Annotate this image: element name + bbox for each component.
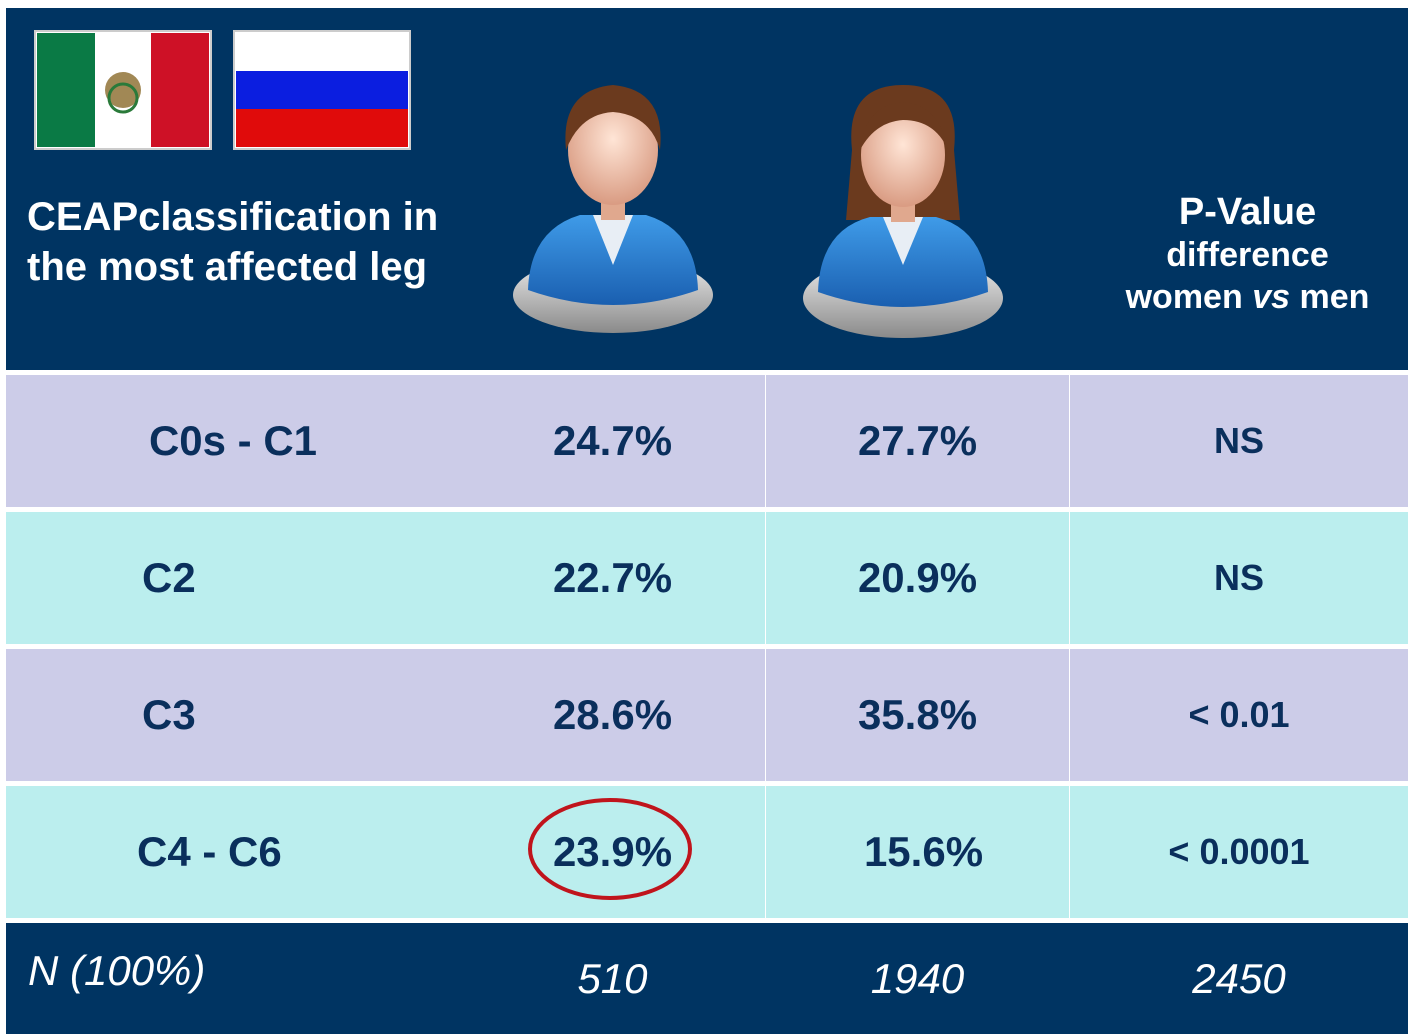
table-cell: < 0.01 bbox=[1070, 649, 1408, 781]
table-cell: < 0.0001 bbox=[1070, 786, 1408, 918]
person-icons bbox=[513, 85, 1003, 338]
table-cell: 27.7% bbox=[766, 375, 1069, 507]
table-cell: 15.6% bbox=[766, 786, 1069, 918]
table-cell: 22.7% bbox=[460, 512, 765, 644]
p-value-title: P-Value bbox=[1178, 191, 1317, 233]
label-column-header: CEAPclassification in the most affected … bbox=[27, 195, 439, 289]
table-cell: 35.8% bbox=[766, 649, 1069, 781]
p-value-subtitle: difference bbox=[1166, 236, 1329, 274]
row-label: C0s - C1 bbox=[6, 375, 460, 507]
footer-value: 2450 bbox=[1192, 954, 1286, 1002]
p-value-header: P-Value difference women vs men bbox=[1090, 190, 1405, 318]
table-cell: 24.7% bbox=[460, 375, 765, 507]
flags bbox=[34, 30, 411, 150]
table-cell: NS bbox=[1070, 375, 1408, 507]
row-label: C3 bbox=[6, 649, 460, 781]
word: women bbox=[1125, 278, 1243, 316]
word: men bbox=[1299, 278, 1370, 316]
word: vs bbox=[1252, 278, 1291, 316]
highlight-circle bbox=[528, 798, 692, 900]
p-value-line: women vs men bbox=[1090, 276, 1405, 318]
row-label: C2 bbox=[6, 512, 460, 644]
table-cell: 20.9% bbox=[766, 512, 1069, 644]
table-cell: NS bbox=[1070, 512, 1408, 644]
footer-value: 1940 bbox=[870, 954, 965, 1002]
footer-label: N (100%) bbox=[28, 946, 206, 994]
table-cell: 28.6% bbox=[460, 649, 765, 781]
row-label: C4 - C6 bbox=[6, 786, 460, 918]
footer-band bbox=[6, 923, 1408, 1034]
footer-value: 510 bbox=[577, 954, 648, 1002]
